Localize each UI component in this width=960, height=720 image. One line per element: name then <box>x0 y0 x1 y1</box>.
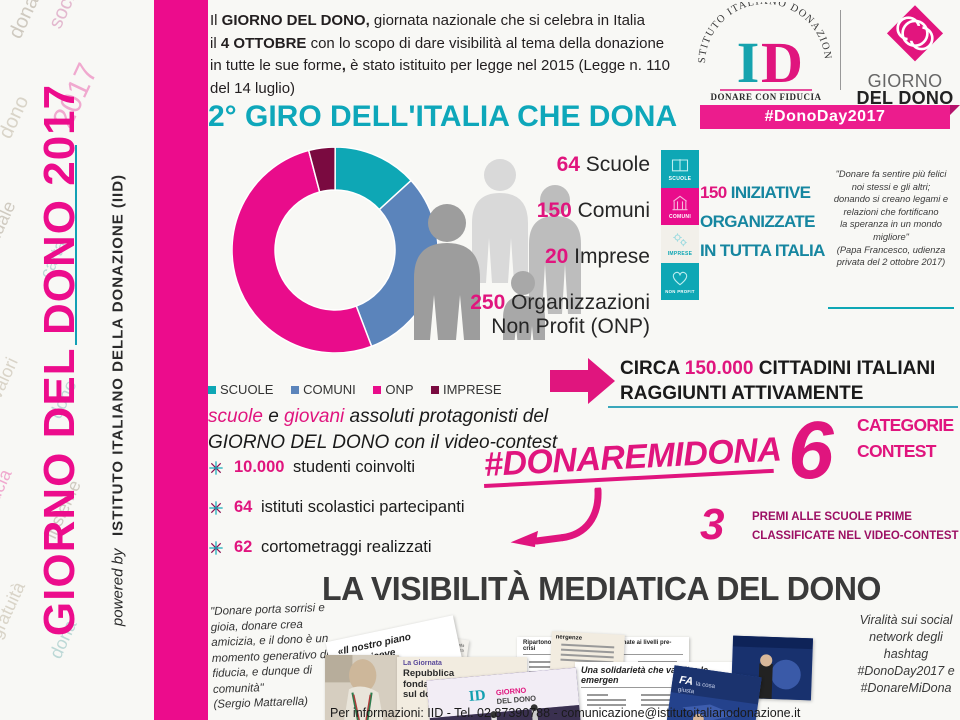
svg-text:gratuità: gratuità <box>0 578 29 642</box>
svg-text:I: I <box>737 30 760 95</box>
svg-text:dono: dono <box>0 92 33 142</box>
svg-text:D: D <box>761 30 803 95</box>
svg-text:fiducia: fiducia <box>0 465 16 522</box>
svg-text:solidale: solidale <box>0 198 19 262</box>
svg-text:sociale: sociale <box>45 0 91 32</box>
svg-text:ID: ID <box>468 688 486 705</box>
svg-text:DONARE CON FIDUCIA: DONARE CON FIDUCIA <box>710 92 821 102</box>
svg-text:valori: valori <box>0 354 22 401</box>
